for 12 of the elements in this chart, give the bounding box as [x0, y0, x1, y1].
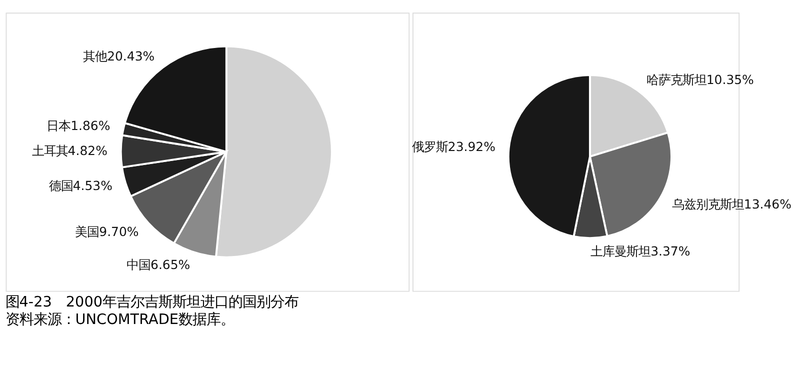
slice-label: 其他20.43%: [83, 48, 155, 64]
slice-label: 日本1.86%: [46, 118, 110, 134]
slice-label: 中国6.65%: [126, 256, 190, 272]
text: 资料来源：UNCOMTRADE数据库。: [5, 312, 234, 328]
slice-label: 土耳其4.82%: [32, 143, 108, 158]
slice-label: 美国9.70%: [75, 224, 139, 240]
slice-label: 土库曼斯坦3.37%: [590, 243, 690, 258]
slice-label: 俄罗斯23.92%: [412, 138, 496, 154]
slice-label: 乌兹别克斯坦13.46%: [672, 196, 792, 212]
slice-label: 德国4.53%: [48, 178, 113, 193]
slice-label: 哈萨克斯坦10.35%: [646, 72, 754, 88]
caption: 图4-23 2000年吉尔吉斯斯坦进口的国别分布: [5, 294, 298, 311]
